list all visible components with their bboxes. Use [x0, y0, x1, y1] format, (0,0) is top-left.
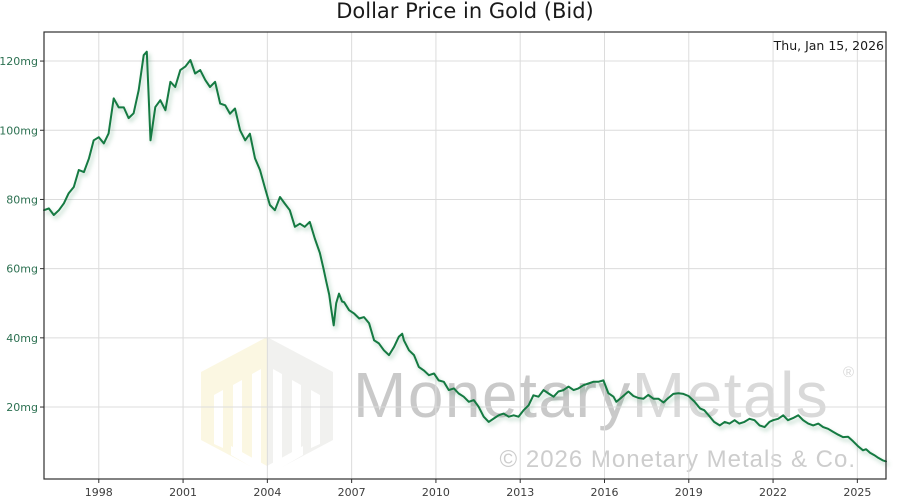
- logo-bar: [311, 390, 320, 448]
- watermark-brand-secondary: Metals: [632, 359, 830, 431]
- price-line-series: [43, 50, 887, 463]
- x-tick-label: 2022: [759, 486, 787, 499]
- logo-bar: [214, 390, 223, 448]
- logo-bar: [233, 380, 242, 456]
- x-tick-label: 2004: [253, 486, 281, 499]
- watermark-layer: MonetaryMetals ® © 2026 Monetary Metals …: [201, 337, 857, 476]
- x-tick-label: 2007: [338, 486, 366, 499]
- copyright-watermark: © 2026 Monetary Metals & Co.: [500, 446, 857, 473]
- price-line: [43, 50, 887, 463]
- chart-title: Dollar Price in Gold (Bid): [336, 0, 594, 23]
- y-tick-label: 60mg: [6, 263, 38, 276]
- x-tick-label: 2010: [422, 486, 450, 499]
- x-tick-label: 2001: [169, 486, 197, 499]
- x-tick-label: 1998: [85, 486, 113, 499]
- logo-bar: [252, 369, 261, 464]
- y-tick-label: 100mg: [0, 124, 38, 137]
- gridlines: [44, 32, 886, 479]
- axis-tick-marks: [40, 60, 858, 483]
- x-tick-label: 2016: [590, 486, 618, 499]
- x-tick-label: 2019: [675, 486, 703, 499]
- x-tick-label: 2013: [506, 486, 534, 499]
- y-tick-label: 120mg: [0, 55, 38, 68]
- registered-trademark-icon: ®: [843, 364, 854, 381]
- logo-bar: [273, 369, 282, 464]
- y-tick-label: 80mg: [6, 193, 38, 206]
- y-tick-label: 40mg: [6, 332, 38, 345]
- x-axis-labels: 1998 2001 2004 2007 2010 2013 2016 2019 2022 2025: [85, 486, 872, 499]
- date-annotation: Thu, Jan 15, 2026: [773, 38, 884, 53]
- logo-bar: [292, 380, 301, 456]
- plot-border: [43, 31, 887, 480]
- x-tick-label: 2025: [843, 486, 871, 499]
- y-tick-label: 20mg: [6, 401, 38, 414]
- y-axis-labels: 20mg 40mg 60mg 80mg 100mg 120mg: [0, 55, 38, 414]
